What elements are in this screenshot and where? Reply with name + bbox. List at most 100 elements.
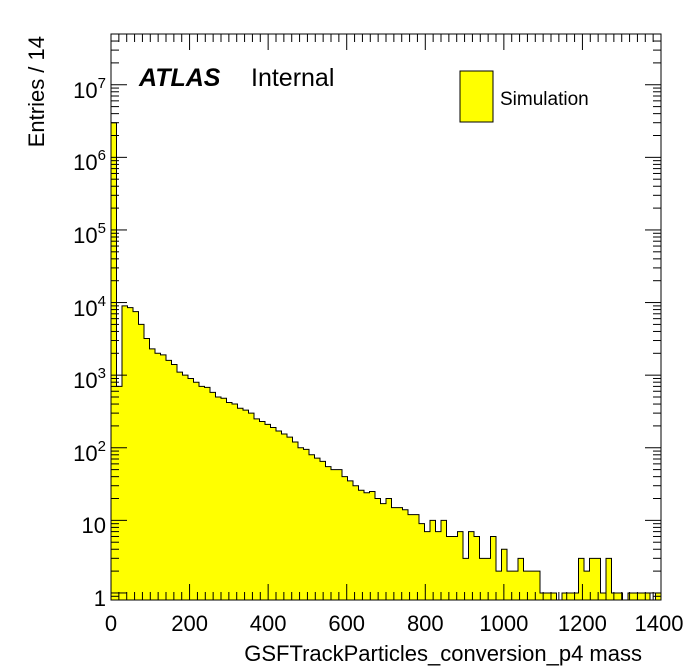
histogram-bin bbox=[347, 480, 354, 600]
histogram-bin bbox=[518, 558, 524, 600]
histogram-bin bbox=[595, 558, 601, 600]
histogram-bin bbox=[369, 491, 376, 600]
x-tick-labels: 0 200 400 600 800 1000 1200 1400 bbox=[105, 611, 684, 636]
histogram-bin bbox=[281, 433, 288, 600]
histogram-bin bbox=[160, 354, 167, 600]
histogram-bin bbox=[138, 324, 145, 600]
histogram-bin bbox=[232, 404, 238, 600]
histogram-bin bbox=[210, 392, 216, 600]
histogram-bin bbox=[639, 592, 645, 600]
histogram-bin bbox=[485, 558, 491, 600]
histogram-bin bbox=[534, 571, 541, 600]
histogram-bin bbox=[149, 348, 156, 600]
histogram-bin bbox=[644, 592, 651, 600]
histogram-bin bbox=[600, 592, 607, 600]
histogram-bin bbox=[402, 509, 409, 600]
histogram-bin bbox=[276, 431, 282, 600]
histogram-bin bbox=[166, 360, 172, 600]
histogram-bin bbox=[562, 592, 568, 600]
histogram-bin bbox=[578, 558, 585, 600]
histogram-bin bbox=[479, 558, 486, 600]
y-tick-label: 106 bbox=[73, 147, 106, 175]
histogram-bin bbox=[243, 410, 249, 600]
histogram-bin bbox=[375, 498, 381, 600]
histogram-bin bbox=[584, 571, 590, 600]
histogram-bin bbox=[127, 307, 134, 600]
histogram-bin bbox=[441, 520, 447, 600]
x-tick-label: 800 bbox=[407, 611, 444, 636]
histogram-bin bbox=[496, 571, 502, 600]
histogram-bin bbox=[314, 458, 321, 600]
histogram-bin bbox=[193, 382, 200, 600]
histogram-bin bbox=[182, 375, 189, 600]
histogram-layer bbox=[111, 122, 662, 601]
y-tick-label: 10 bbox=[82, 513, 106, 538]
histogram-bin bbox=[270, 427, 277, 600]
x-tick-label: 0 bbox=[105, 611, 117, 636]
histogram-bin bbox=[226, 402, 233, 600]
y-axis-title: Entries / 14 bbox=[24, 36, 49, 147]
histogram-bin bbox=[507, 571, 513, 600]
histogram-bin bbox=[457, 531, 464, 600]
histogram-bin bbox=[446, 536, 453, 600]
histogram-bin bbox=[177, 372, 183, 600]
histogram-bin bbox=[435, 531, 442, 600]
histogram-bin bbox=[468, 531, 475, 600]
histogram-bin bbox=[386, 498, 392, 600]
histogram-bin bbox=[122, 305, 128, 600]
x-tick-label: 1000 bbox=[479, 611, 528, 636]
legend: Simulation bbox=[459, 70, 589, 123]
x-tick-label: 1400 bbox=[635, 611, 684, 636]
histogram-bin bbox=[204, 387, 211, 600]
histogram-bin bbox=[397, 507, 403, 600]
histogram-bin bbox=[573, 592, 579, 600]
histogram-bin bbox=[287, 437, 293, 600]
histogram-bin bbox=[342, 476, 348, 600]
histogram-bin bbox=[325, 466, 332, 600]
histogram-bin bbox=[303, 449, 310, 600]
histogram-bin bbox=[133, 311, 139, 600]
y-tick-label: 102 bbox=[73, 438, 106, 466]
x-tick-label: 400 bbox=[250, 611, 287, 636]
histogram-bin bbox=[452, 536, 458, 600]
atlas-label: ATLAS bbox=[138, 64, 221, 92]
histogram-bin bbox=[490, 536, 497, 600]
histogram-bin bbox=[116, 386, 123, 600]
y-tick-label: 1 bbox=[94, 586, 106, 611]
histogram-bin bbox=[589, 558, 596, 600]
histogram-bin bbox=[292, 442, 299, 600]
histogram-bin bbox=[155, 353, 161, 600]
histogram-bin bbox=[408, 514, 414, 600]
histogram-bin bbox=[336, 469, 343, 600]
histogram-bin bbox=[551, 592, 557, 600]
histogram-bin bbox=[617, 592, 623, 600]
histogram-bin bbox=[199, 386, 205, 600]
histogram-bin bbox=[523, 571, 530, 600]
x-tick-label: 600 bbox=[328, 611, 365, 636]
histogram-bin bbox=[419, 523, 425, 600]
histogram-bin bbox=[237, 408, 244, 600]
axis-ticks bbox=[110, 33, 662, 601]
histogram-bin bbox=[501, 549, 508, 600]
histogram-bin bbox=[463, 558, 469, 600]
histogram-bin bbox=[474, 536, 480, 600]
x-tick-label: 1200 bbox=[558, 611, 607, 636]
histogram-bin bbox=[380, 503, 387, 600]
histogram-bin bbox=[144, 338, 150, 600]
histogram-bin bbox=[567, 592, 574, 600]
x-axis-title: GSFTrackParticles_conversion_p4 mass bbox=[244, 641, 642, 666]
histogram-outline bbox=[111, 122, 661, 601]
histogram-bin bbox=[309, 454, 315, 600]
histogram-bin bbox=[259, 421, 266, 600]
y-tick-label: 103 bbox=[73, 365, 106, 393]
legend-swatch bbox=[459, 70, 494, 123]
y-tick-labels: 1 10 102 103 104 105 106 107 bbox=[73, 75, 106, 611]
histogram-bin bbox=[111, 122, 117, 601]
histogram-bin bbox=[633, 592, 640, 600]
histogram-bin bbox=[424, 531, 431, 600]
histogram-bin bbox=[628, 592, 634, 600]
histogram-bin bbox=[413, 514, 420, 600]
histogram-bin bbox=[353, 485, 359, 600]
histogram-bin bbox=[358, 490, 365, 600]
